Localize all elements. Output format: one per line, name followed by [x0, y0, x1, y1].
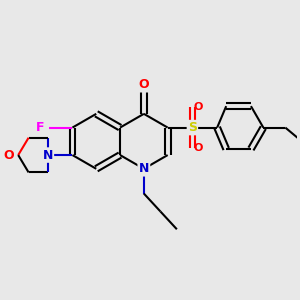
Text: N: N — [139, 162, 149, 175]
Text: N: N — [43, 148, 53, 162]
Text: O: O — [194, 102, 203, 112]
Text: F: F — [36, 121, 45, 134]
Text: S: S — [188, 121, 197, 134]
Text: O: O — [139, 78, 149, 91]
Text: O: O — [194, 143, 203, 153]
Text: O: O — [3, 148, 14, 162]
